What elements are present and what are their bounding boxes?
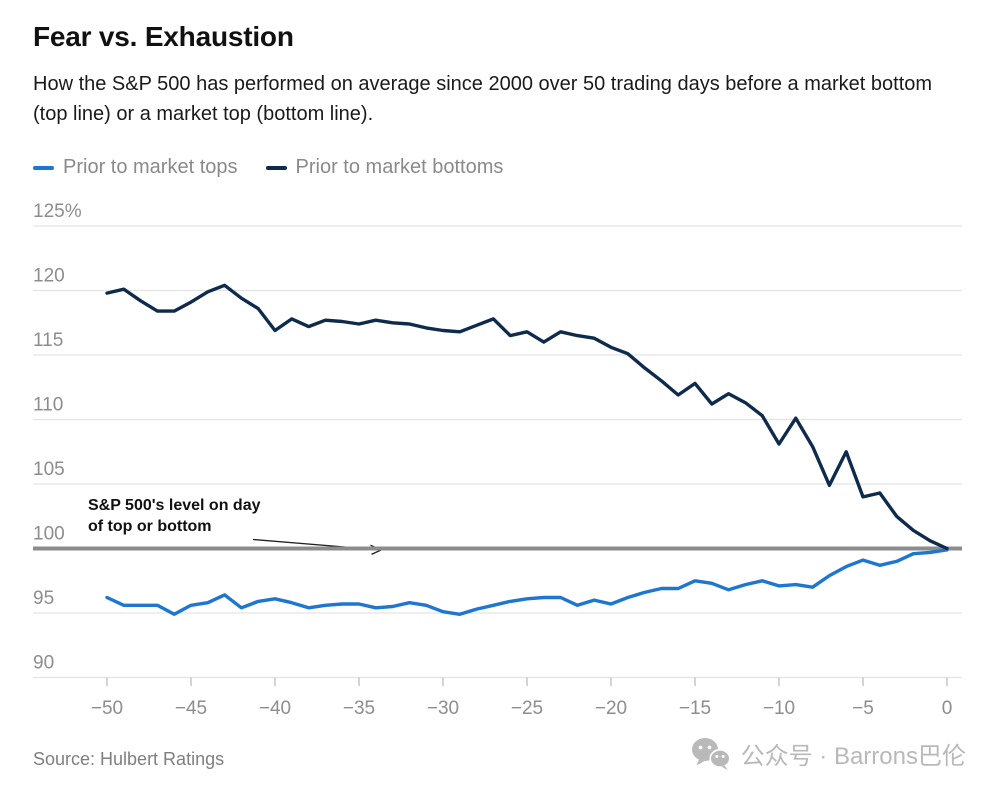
x-axis-label: −45 [175, 698, 207, 719]
y-axis-label: 115 [33, 330, 63, 351]
x-axis-label: −30 [427, 698, 459, 719]
x-axis-label: 0 [942, 698, 953, 719]
x-axis-label: −5 [852, 698, 874, 719]
annotation-line-1: S&P 500's level on day [88, 497, 261, 514]
y-axis-label: 100 [33, 524, 65, 545]
y-axis-label: 90 [33, 653, 54, 674]
annotation-line-2: of top or bottom [88, 518, 212, 535]
page-title: Fear vs. Exhaustion [33, 21, 294, 52]
series-line-prior-to-market-bottoms [105, 283, 949, 551]
y-axis-label: 110 [33, 395, 63, 416]
legend-item-market-tops: Prior to market tops [33, 156, 238, 179]
legend-swatch-navy [265, 165, 287, 170]
x-axis-label: −40 [259, 698, 291, 719]
wechat-icon [691, 737, 731, 770]
series-lines [105, 283, 949, 616]
y-axis-label: 125% [33, 201, 82, 222]
x-axis-label: −25 [511, 698, 543, 719]
watermark-text: 公众号 · Barrons巴伦 [740, 743, 966, 770]
x-axis-label: −10 [763, 698, 795, 719]
watermark: 公众号 · Barrons巴伦 [691, 736, 966, 771]
x-axis-label: −15 [679, 698, 711, 719]
legend-swatch-blue [33, 165, 54, 170]
y-axis-label: 95 [33, 588, 54, 609]
x-axis-label: −35 [343, 698, 375, 719]
series-line-prior-to-market-tops [105, 548, 949, 616]
legend-label: Prior to market bottoms [295, 156, 504, 178]
y-axis-label: 105 [33, 459, 65, 480]
chart-subtitle: How the S&P 500 has performed on average… [33, 73, 933, 125]
y-axis-label: 120 [33, 266, 65, 287]
gridlines [33, 225, 962, 679]
legend-label: Prior to market tops [63, 156, 238, 178]
legend-item-market-bottoms: Prior to market bottoms [265, 156, 504, 179]
x-axis-label: −50 [91, 698, 123, 719]
x-axis-label: −20 [595, 698, 627, 719]
chart-legend: Prior to market tops Prior to market bot… [33, 156, 503, 179]
source-credit: Source: Hulbert Ratings [33, 749, 225, 769]
reference-line-annotation: S&P 500's level on day of top or bottom [88, 495, 261, 537]
